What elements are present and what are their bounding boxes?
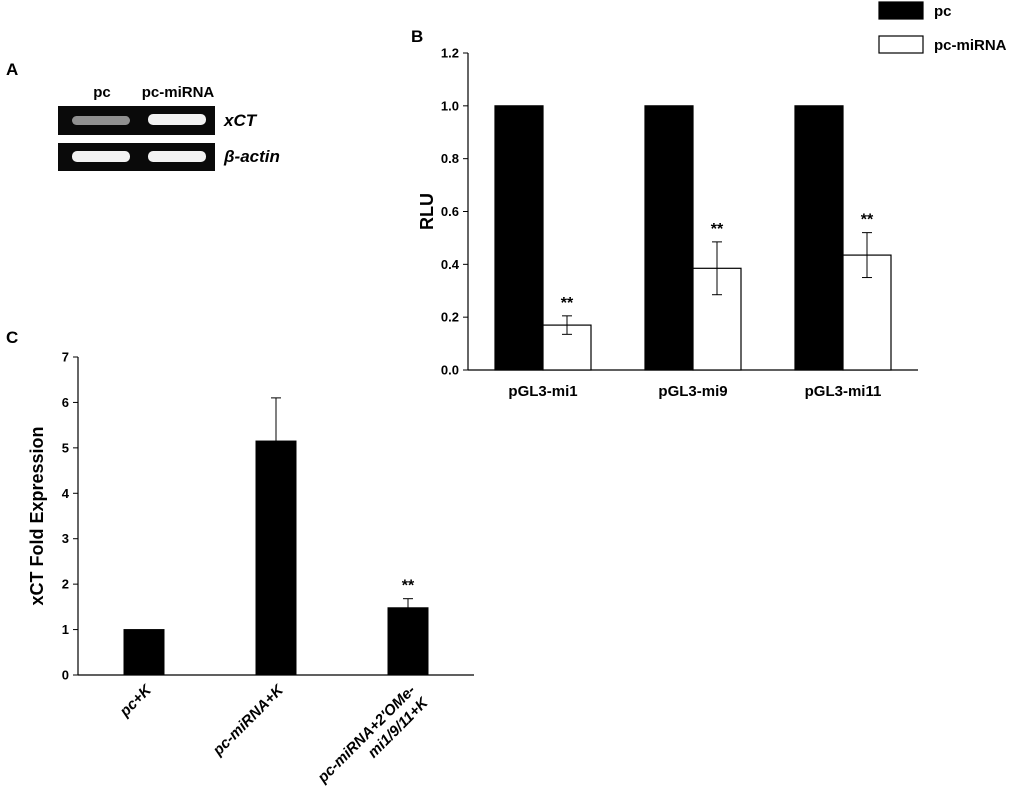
gene-label-xct: xCT <box>223 111 258 130</box>
chart-b-bar <box>494 105 544 371</box>
chart-b-y-tick-label: 0.6 <box>441 204 459 219</box>
chart-b-y-tick-label: 1.0 <box>441 98 459 113</box>
gel-band-actin-pc <box>72 151 130 162</box>
chart-c-significance-label: ** <box>402 578 415 595</box>
chart-c-x-tick-label: pc+K <box>116 681 156 721</box>
chart-b-bar <box>794 105 844 371</box>
chart-b-significance-label: ** <box>711 221 724 238</box>
chart-c-bar <box>123 629 165 676</box>
chart-c-bar <box>255 440 297 676</box>
gel-band-actin-pc-mirna <box>148 151 206 162</box>
chart-b-y-tick-label: 1.2 <box>441 46 459 61</box>
chart-b-significance-label: ** <box>861 212 874 229</box>
panel-c-letter: C <box>6 328 18 347</box>
chart-b-y-tick-label: 0.4 <box>441 257 460 272</box>
chart-c-x-tick-label: pc-miRNA+K <box>209 681 288 760</box>
chart-c: 0 1 2 3 4 5 6 7 pc+K pc-miRNA+K ** pc-miRNA+2'OMe-m… <box>27 350 474 800</box>
chart-b-y-tick-label: 0.8 <box>441 151 459 166</box>
chart-b-significance-label: ** <box>561 295 574 312</box>
chart-c-y-tick-label: 2 <box>62 577 69 592</box>
chart-c-y-tick-label: 6 <box>62 395 69 410</box>
chart-b-y-tick-label: 0.2 <box>441 310 459 325</box>
chart-b-legend-swatch <box>878 1 924 20</box>
chart-c-x-tick-label: pc-miRNA+2'OMe-mi1/9/11+K <box>314 681 433 800</box>
chart-c-y-axis-title: xCT Fold Expression <box>27 426 47 605</box>
gel-lane-label-pc: pc <box>93 84 111 101</box>
chart-b-x-tick-label: pGL3-mi11 <box>805 383 882 400</box>
panel-b-letter: B <box>411 27 423 46</box>
chart-c-bar <box>387 607 429 676</box>
chart-b-legend-label: pc-miRNA <box>934 37 1007 54</box>
gel-band-xct-pc <box>72 116 130 125</box>
chart-c-y-tick-label: 3 <box>62 531 69 546</box>
chart-b: 0.0 0.2 0.4 0.6 0.8 1.0 1.2 ** pGL3-mi1 ** pGL3-mi… <box>417 1 1007 400</box>
chart-c-y-tick-label: 7 <box>62 350 69 365</box>
gel-lane-label-pc-mirna: pc-miRNA <box>142 84 215 101</box>
chart-b-legend-label: pc <box>934 3 952 20</box>
chart-b-y-tick-label: 0.0 <box>441 363 459 378</box>
gene-label-beta-actin: β-actin <box>223 147 280 166</box>
chart-b-x-tick-label: pGL3-mi1 <box>508 383 577 400</box>
chart-c-y-tick-label: 1 <box>62 622 69 637</box>
chart-b-legend-swatch <box>878 35 924 54</box>
chart-b-y-axis-title: RLU <box>417 193 437 230</box>
panel-a-letter: A <box>6 60 18 79</box>
chart-b-bar <box>644 105 694 371</box>
chart-c-y-tick-label: 5 <box>62 440 69 455</box>
gel-band-xct-pc-mirna <box>148 114 206 125</box>
gel-image <box>58 106 215 171</box>
chart-c-y-tick-label: 0 <box>62 668 69 683</box>
chart-c-y-tick-label: 4 <box>62 486 70 501</box>
chart-b-x-tick-label: pGL3-mi9 <box>658 383 727 400</box>
